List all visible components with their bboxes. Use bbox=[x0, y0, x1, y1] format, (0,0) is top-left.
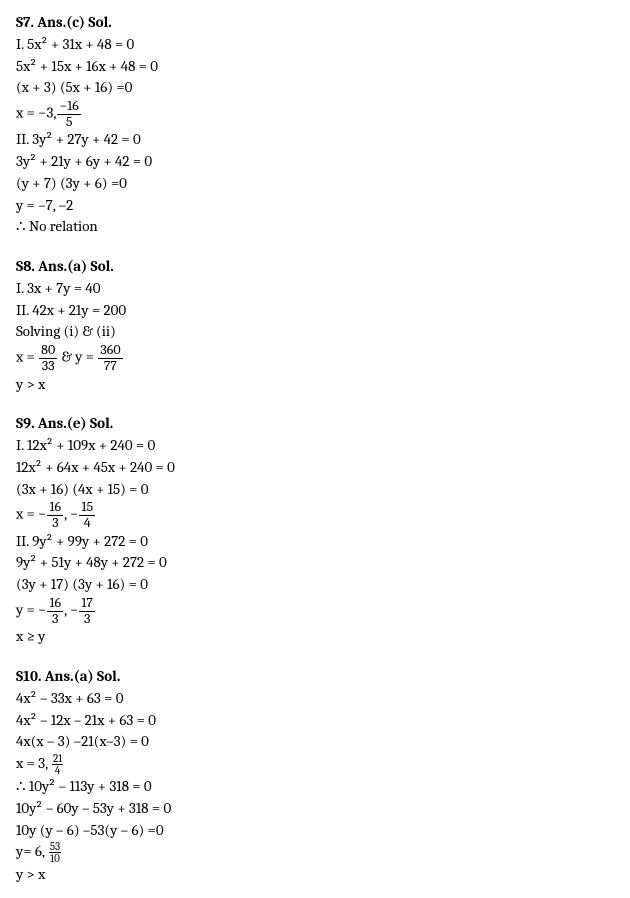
solution-s7: S7. Ans.(c) Sol. I. 5x² + 31x + 48 = 0 5… bbox=[16, 12, 614, 238]
s8-l1: I. 3x + 7y = 40 bbox=[16, 278, 614, 300]
s10-l8-frac: 5310 bbox=[49, 841, 61, 864]
heading-s8: S8. Ans.(a) Sol. bbox=[16, 256, 614, 278]
s9-l4-f2: 154 bbox=[79, 500, 95, 530]
s8-l3: Solving (i) & (ii) bbox=[16, 321, 614, 343]
s9-l8-pre: y = − bbox=[16, 601, 46, 619]
s8-l4-yfrac: 36077 bbox=[98, 343, 122, 373]
s7-l5: II. 3y² + 27y + 42 = 0 bbox=[16, 129, 614, 151]
s9-l9: x ≥ y bbox=[16, 626, 614, 648]
s10-l6: 10y² – 60y – 53y + 318 = 0 bbox=[16, 798, 614, 820]
solution-s8: S8. Ans.(a) Sol. I. 3x + 7y = 40 II. 42x… bbox=[16, 256, 614, 395]
s7-l8: y = –7, –2 bbox=[16, 195, 614, 217]
s7-l9: ∴ No relation bbox=[16, 216, 614, 238]
s10-l4: x = 3, 214 bbox=[16, 753, 614, 776]
s10-l2: 4x² – 12x – 21x + 63 = 0 bbox=[16, 710, 614, 732]
s9-l6: 9y² + 51y + 48y + 272 = 0 bbox=[16, 552, 614, 574]
s10-l3: 4x(x – 3) –21(x–3) = 0 bbox=[16, 731, 614, 753]
s9-l3: (3x + 16) (4x + 15) = 0 bbox=[16, 479, 614, 501]
solution-s9: S9. Ans.(e) Sol. I. 12x² + 109x + 240 = … bbox=[16, 413, 614, 648]
s10-l4-frac: 214 bbox=[52, 753, 63, 776]
s10-l8: y= 6, 5310 bbox=[16, 841, 614, 864]
s9-l4-pre: x = − bbox=[16, 505, 46, 523]
s9-l4-mid: , − bbox=[64, 505, 78, 523]
s10-l7: 10y (y – 6) –53(y – 6) =0 bbox=[16, 820, 614, 842]
s9-l5: II. 9y² + 99y + 272 = 0 bbox=[16, 531, 614, 553]
heading-s9: S9. Ans.(e) Sol. bbox=[16, 413, 614, 435]
s9-l2: 12x² + 64x + 45x + 240 = 0 bbox=[16, 457, 614, 479]
s8-l4-mid: & y = bbox=[62, 348, 94, 366]
s8-l4-xfrac: 8033 bbox=[39, 343, 57, 373]
s9-l8-mid: , − bbox=[64, 601, 78, 619]
s9-l8-f2: 173 bbox=[79, 596, 95, 626]
s9-l4-f1: 163 bbox=[47, 500, 63, 530]
s7-l6: 3y² + 21y + 6y + 42 = 0 bbox=[16, 151, 614, 173]
s9-l7: (3y + 17) (3y + 16) = 0 bbox=[16, 574, 614, 596]
solution-s10: S10. Ans.(a) Sol. 4x² – 33x + 63 = 0 4x²… bbox=[16, 666, 614, 886]
s8-l4-xpre: x = bbox=[16, 348, 35, 366]
s7-l2: 5x² + 15x + 16x + 48 = 0 bbox=[16, 56, 614, 78]
s7-l4-frac: −165 bbox=[57, 99, 80, 129]
s8-l5: y > x bbox=[16, 374, 614, 396]
s7-l4-pre: x = −3, bbox=[16, 104, 56, 122]
s7-l3: (x + 3) (5x + 16) =0 bbox=[16, 77, 614, 99]
s8-l4: x = 8033 & y = 36077 bbox=[16, 343, 614, 373]
heading-s10: S10. Ans.(a) Sol. bbox=[16, 666, 614, 688]
s9-l1: I. 12x² + 109x + 240 = 0 bbox=[16, 435, 614, 457]
s8-l2: II. 42x + 21y = 200 bbox=[16, 300, 614, 322]
s9-l8-f1: 163 bbox=[47, 596, 63, 626]
s10-l4-pre: x = 3, bbox=[16, 754, 51, 772]
s10-l8-pre: y= 6, bbox=[16, 842, 48, 860]
s7-l7: (y + 7) (3y + 6) =0 bbox=[16, 173, 614, 195]
s7-l4: x = −3,−165 bbox=[16, 99, 614, 129]
s9-l8: y = −163, −173 bbox=[16, 596, 614, 626]
s9-l4: x = −163, −154 bbox=[16, 500, 614, 530]
s10-l9: y > x bbox=[16, 864, 614, 886]
s7-l1: I. 5x² + 31x + 48 = 0 bbox=[16, 34, 614, 56]
s10-l5: ∴ 10y² – 113y + 318 = 0 bbox=[16, 776, 614, 798]
s10-l1: 4x² – 33x + 63 = 0 bbox=[16, 688, 614, 710]
heading-s7: S7. Ans.(c) Sol. bbox=[16, 12, 614, 34]
